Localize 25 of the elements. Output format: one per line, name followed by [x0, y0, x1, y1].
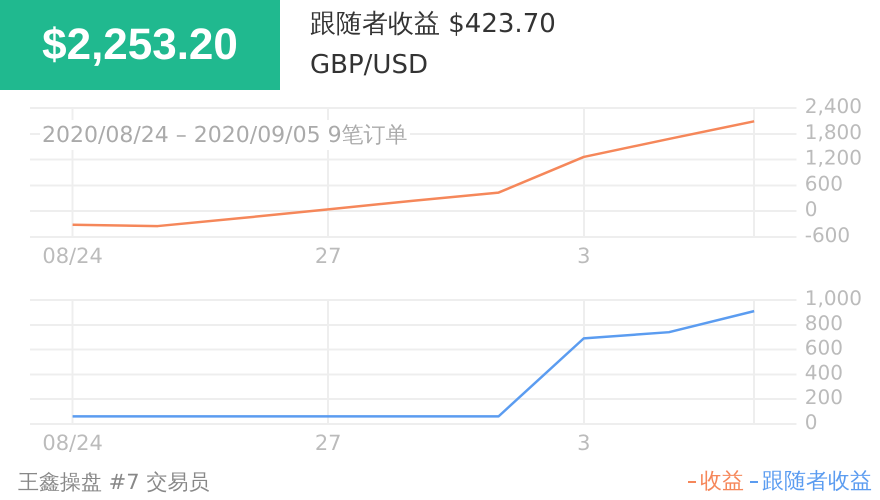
y-tick-label: 1,200	[804, 146, 862, 170]
annotation: 2020/08/24 – 2020/09/05 9笔订单	[40, 120, 410, 150]
legend-label: 收益	[699, 468, 744, 496]
y-tick-label: 600	[804, 336, 843, 360]
y-tick-label: 2,400	[804, 94, 862, 118]
y-tick-label: 0	[804, 410, 818, 434]
x-tick-label: 27	[314, 244, 342, 268]
legend-label: 跟随者收益	[761, 468, 872, 496]
y-tick-label: 200	[804, 385, 843, 410]
y-tick-label: 0	[804, 197, 818, 222]
y-tick-label: -600	[804, 223, 850, 248]
y-tick-label: 400	[804, 360, 843, 384]
text: 王鑫操盘 #7 交易员	[18, 469, 210, 496]
y-tick-label: 800	[804, 310, 843, 335]
chart-title: $2,253.20	[0, 0, 280, 90]
y-tick-label: 600	[804, 171, 843, 196]
y-tick-label: 1,800	[804, 120, 862, 144]
x-tick-label: 3	[577, 430, 590, 455]
y-tick-label: 1,000	[804, 286, 862, 310]
chart-subtitle: 跟随者收益 $423.70	[310, 8, 556, 41]
x-tick-label: 3	[577, 244, 590, 268]
text: GBP/USD	[310, 50, 428, 80]
x-tick-label: 08/24	[42, 430, 103, 455]
x-tick-label: 08/24	[42, 244, 103, 268]
x-tick-label: 27	[314, 430, 342, 455]
